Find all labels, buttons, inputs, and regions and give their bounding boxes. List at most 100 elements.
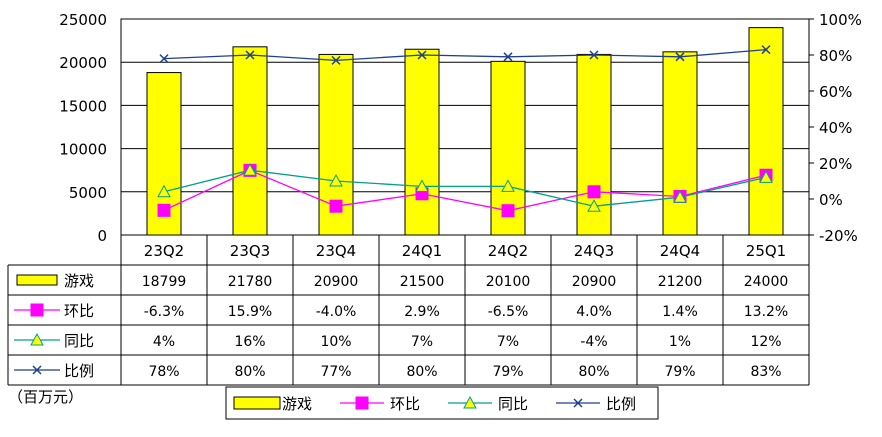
bar xyxy=(748,27,784,236)
table-cell: -6.5% xyxy=(488,304,529,320)
legend-label: 环比 xyxy=(390,395,420,413)
table-cell: 15.9% xyxy=(228,304,272,320)
y-right-tick-label: 20% xyxy=(819,155,852,173)
legend: 游戏 环比 同比 比例 xyxy=(225,386,659,420)
table-cell: -4% xyxy=(580,334,607,350)
data-point xyxy=(759,170,773,183)
row-legend-marker xyxy=(30,303,44,317)
data-point xyxy=(159,54,169,64)
table-cell: 80% xyxy=(234,364,265,380)
data-point xyxy=(501,204,515,218)
data-point xyxy=(761,45,771,55)
y-right-tick-label: 60% xyxy=(819,83,852,101)
bar xyxy=(232,46,268,236)
y-left-tick-label: 25000 xyxy=(59,11,107,29)
y-right-tick-label: 0% xyxy=(819,191,843,209)
table-cell: 21500 xyxy=(400,274,445,290)
category-label: 24Q2 xyxy=(488,242,528,260)
series-lines xyxy=(157,45,773,218)
data-point xyxy=(589,50,599,60)
y-left-tick-label: 0 xyxy=(97,227,107,245)
data-point xyxy=(329,173,343,187)
data-point xyxy=(157,184,171,198)
row-legend-marker xyxy=(32,365,42,375)
table-cell: 24000 xyxy=(744,274,789,290)
table-cell: 2.9% xyxy=(404,304,440,320)
data-point xyxy=(503,52,513,62)
y-right-tick-label: 100% xyxy=(819,11,862,29)
table-cell: 20900 xyxy=(314,274,359,290)
table-cell: 80% xyxy=(406,364,437,380)
legend-marker xyxy=(355,396,369,410)
table-cell: 21780 xyxy=(228,274,273,290)
table-cell: 4% xyxy=(153,334,175,350)
data-point xyxy=(587,199,601,212)
y-right-tick-label: -20% xyxy=(819,227,858,245)
table-cell: 78% xyxy=(148,364,179,380)
row-label: 游戏 xyxy=(64,272,94,290)
table-cell: 16% xyxy=(234,334,265,350)
bar xyxy=(662,51,698,236)
data-point xyxy=(675,52,685,62)
y-right-tick-label: 40% xyxy=(819,119,852,137)
row-label: 同比 xyxy=(64,332,94,350)
table-cell: -6.3% xyxy=(144,304,185,320)
data-point xyxy=(157,203,171,217)
data-point xyxy=(587,185,601,199)
data-point xyxy=(331,55,341,65)
legend-marker xyxy=(573,398,583,408)
row-legend-marker xyxy=(30,332,44,346)
table-cell: 13.2% xyxy=(744,304,788,320)
unit-note: （百万元） xyxy=(8,388,83,406)
table-cell: 7% xyxy=(411,334,433,350)
table-cell: 20900 xyxy=(572,274,617,290)
data-table: 23Q2 23Q3 23Q4 24Q1 24Q2 24Q3 24Q4 25Q1 游戏 18799 2… xyxy=(7,234,810,386)
y-right-axis: -20% 0% 20% 40% 60% 80% 100% xyxy=(809,11,862,245)
table-cell: 83% xyxy=(750,364,781,380)
data-point xyxy=(329,199,343,213)
y-left-tick-label: 20000 xyxy=(59,54,107,72)
bar xyxy=(404,48,440,236)
legend-label: 游戏 xyxy=(282,395,312,413)
table-cell: 79% xyxy=(492,364,523,380)
table-cell: 12% xyxy=(750,334,781,350)
category-label: 24Q4 xyxy=(660,242,700,260)
table-cell: 7% xyxy=(497,334,519,350)
y-left-axis: 0 5000 10000 15000 20000 25000 xyxy=(59,11,107,245)
category-label: 24Q1 xyxy=(402,242,442,260)
row-legend-marker xyxy=(16,274,58,286)
series-line xyxy=(163,169,767,207)
row-label: 比例 xyxy=(64,362,94,380)
table-cell: 10% xyxy=(320,334,351,350)
data-point xyxy=(243,163,257,176)
bars xyxy=(146,27,784,236)
table-cell: 1% xyxy=(669,334,691,350)
row-label: 环比 xyxy=(64,302,94,320)
legend-swatch xyxy=(233,396,281,410)
legend-label: 比例 xyxy=(606,395,636,413)
table-cell: 80% xyxy=(578,364,609,380)
y-left-tick-label: 5000 xyxy=(69,184,107,202)
series-line xyxy=(163,169,767,212)
y-right-tick-label: 80% xyxy=(819,47,852,65)
table-cell: 1.4% xyxy=(662,304,698,320)
data-point xyxy=(415,179,429,192)
legend-marker xyxy=(463,395,477,409)
data-point xyxy=(501,179,515,192)
category-label: 23Q2 xyxy=(144,242,184,260)
table-cell: 20100 xyxy=(486,274,531,290)
category-label: 24Q3 xyxy=(574,242,614,260)
data-point xyxy=(417,50,427,60)
y-left-tick-label: 10000 xyxy=(59,141,107,159)
table-cell: 4.0% xyxy=(576,304,612,320)
table-cell: 79% xyxy=(664,364,695,380)
category-label: 25Q1 xyxy=(746,242,786,260)
category-label: 23Q3 xyxy=(230,242,270,260)
table-cell: 18799 xyxy=(142,274,187,290)
table-cell: 21200 xyxy=(658,274,703,290)
table-cell: -4.0% xyxy=(316,304,357,320)
legend-label: 同比 xyxy=(498,395,528,413)
table-cell: 77% xyxy=(320,364,351,380)
category-label: 23Q4 xyxy=(316,242,356,260)
